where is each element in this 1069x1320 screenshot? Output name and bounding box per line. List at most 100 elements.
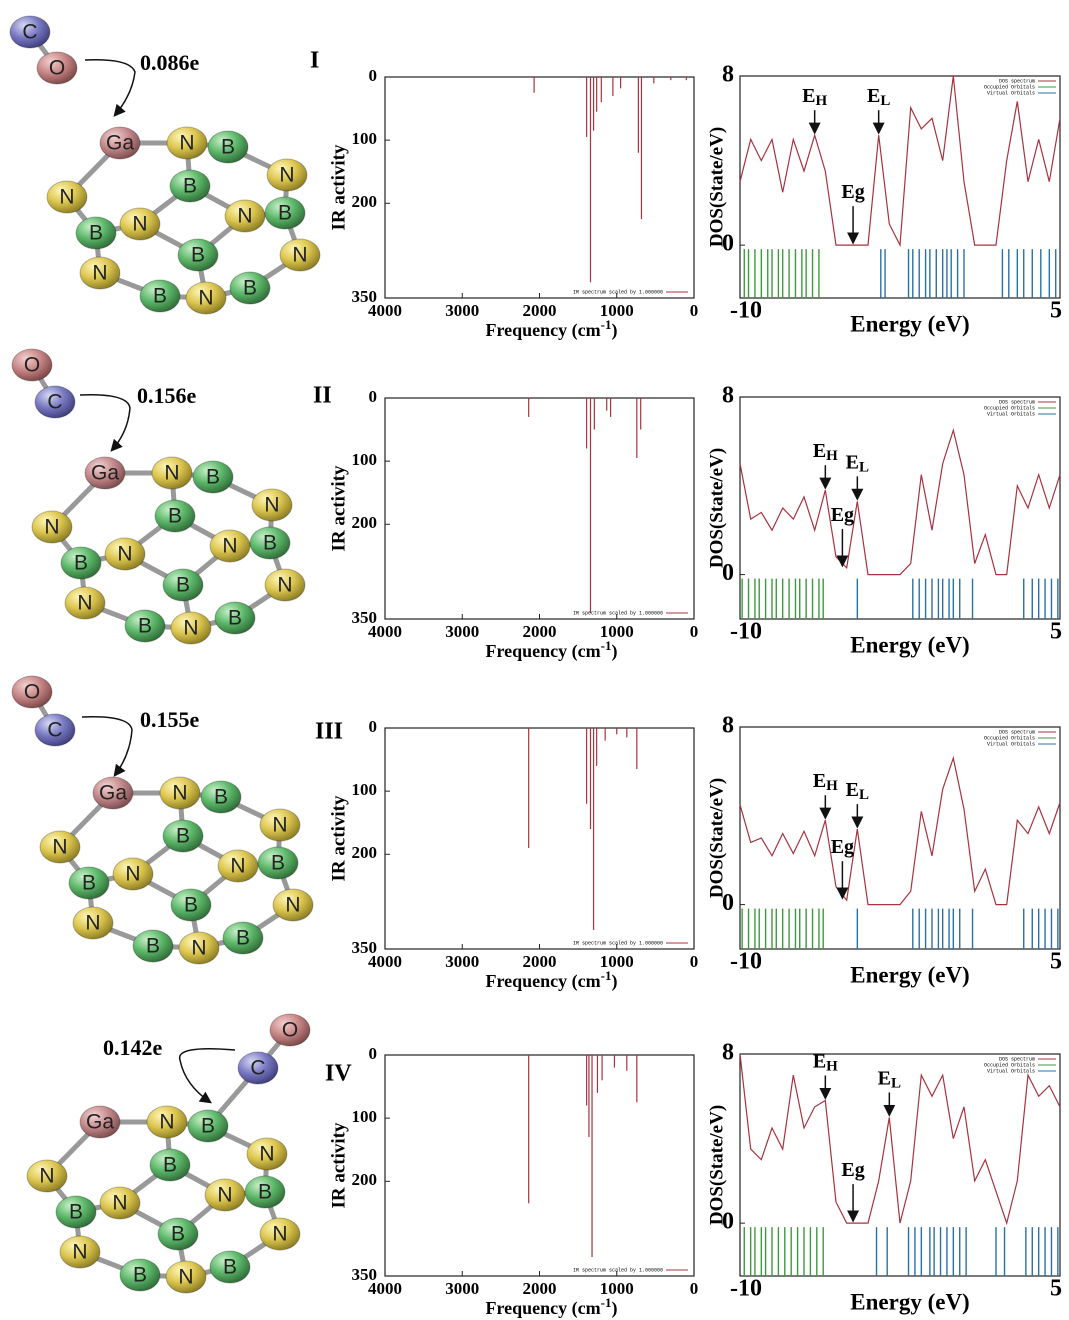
legend-label: Virtual Orbitals: [987, 741, 1035, 747]
x-tick-label: 3000: [445, 952, 479, 971]
atom-label: N: [237, 205, 252, 228]
x-tick-label: -10: [730, 619, 762, 645]
annotation-subscript: H: [816, 94, 828, 110]
atom-label: B: [146, 935, 160, 958]
atom-label: N: [52, 836, 67, 859]
atom-label: N: [59, 186, 74, 209]
x-tick-label: -10: [730, 949, 762, 975]
legend-label: IR spectrum scaled by 1.000000: [573, 1267, 663, 1273]
atom-label: Ga: [91, 462, 119, 485]
charge-arrow: [85, 60, 135, 115]
x-tick-label: 3000: [445, 1279, 479, 1298]
atom-label: N: [217, 1184, 232, 1207]
y-tick-label: 8: [722, 62, 734, 88]
atom-label: B: [223, 1256, 237, 1279]
y-tick-label: 100: [352, 780, 378, 799]
x-tick-label: 0: [690, 622, 699, 641]
y-axis-label: IR activity: [328, 465, 349, 552]
panel-label: I: [310, 48, 319, 74]
y-tick-label: 200: [352, 513, 378, 532]
atom-label: B: [176, 574, 190, 597]
atom-label: B: [163, 1154, 177, 1177]
x-tick-label: -10: [730, 298, 762, 324]
y-tick-label: 8: [722, 713, 734, 739]
y-tick-label: 200: [352, 1170, 378, 1189]
legend-label: Virtual Orbitals: [987, 411, 1035, 417]
x-tick-label: 2000: [523, 952, 557, 971]
annotation-label: EH: [813, 440, 838, 465]
annotation-label: Eg: [831, 504, 854, 526]
annotation-text: Eg: [841, 1159, 864, 1181]
atom-label: B: [236, 927, 250, 950]
atom-label: N: [259, 1143, 274, 1166]
annotation-text: E: [802, 85, 815, 107]
annotation-label: Eg: [841, 181, 864, 203]
atom-label: Ga: [99, 782, 127, 805]
annotation-subscript: L: [891, 1076, 901, 1092]
atom-label: B: [201, 1115, 215, 1138]
annotation-label: EL: [846, 451, 869, 476]
dos-curve: [740, 430, 1060, 574]
atom-label: N: [277, 574, 292, 597]
x-tick-label: 2000: [523, 301, 557, 320]
atom-label: B: [221, 136, 235, 159]
dos-curve: [740, 76, 1060, 245]
x-axis-label-superscript: -1: [601, 317, 612, 332]
annotation-text: Eg: [831, 504, 854, 526]
annotation-label: EL: [867, 85, 890, 110]
y-tick-label: 0: [369, 717, 378, 736]
atom-label: B: [258, 1181, 272, 1204]
atom-label: B: [278, 202, 292, 225]
annotation-text: E: [878, 1067, 891, 1089]
y-tick-label: 100: [352, 450, 378, 469]
plot-frame: [740, 397, 1060, 619]
annotation-subscript: L: [880, 94, 890, 110]
legend-label: IR spectrum scaled by 1.000000: [573, 940, 663, 946]
x-axis-label: Frequency (cm-1): [486, 1295, 618, 1319]
atom-label: B: [263, 532, 277, 555]
x-axis-label: Energy (eV): [850, 632, 969, 657]
atom-label: O: [24, 681, 40, 704]
atom-label: N: [292, 244, 307, 267]
x-tick-label: 4000: [368, 952, 402, 971]
x-axis-label-suffix: ): [611, 1298, 617, 1319]
atom-label: B: [191, 244, 205, 267]
annotation-subscript: H: [826, 1059, 838, 1075]
charge-label: 0.142e: [103, 1035, 163, 1060]
x-axis-label-text: Frequency (cm: [486, 1298, 601, 1319]
atom-label: N: [72, 1241, 87, 1264]
y-tick-label: 100: [352, 1107, 378, 1126]
plot-frame: [740, 727, 1060, 949]
plot-frame: [385, 77, 694, 298]
legend-label: Virtual Orbitals: [987, 90, 1035, 96]
legend-label: IR spectrum scaled by 1.000000: [573, 289, 663, 295]
atom-label: N: [159, 1111, 174, 1134]
x-tick-label: 0: [690, 1279, 699, 1298]
atom-label: O: [49, 57, 65, 80]
atom-label: N: [44, 516, 59, 539]
annotation-label: EL: [846, 779, 869, 804]
charge-arrow: [180, 1049, 235, 1102]
atom-label: N: [230, 855, 245, 878]
x-tick-label: 4000: [368, 1279, 402, 1298]
annotation-text: E: [846, 779, 859, 801]
atom-label: C: [22, 21, 37, 44]
x-tick-label: 3000: [445, 301, 479, 320]
atom-label: B: [153, 285, 167, 308]
atom-label: N: [179, 132, 194, 155]
annotation-text: E: [813, 770, 826, 792]
x-axis-label: Energy (eV): [850, 962, 969, 987]
atom-label: N: [279, 164, 294, 187]
atom-label: N: [85, 912, 100, 935]
charge-label: 0.155e: [140, 707, 200, 732]
atom-label: N: [39, 1165, 54, 1188]
x-tick-label: 5: [1050, 949, 1062, 975]
atom-label: N: [164, 462, 179, 485]
atom-label: N: [264, 494, 279, 517]
y-axis-label: DOS(State/eV): [706, 127, 727, 247]
x-tick-label: 4000: [368, 301, 402, 320]
x-tick-label: 3000: [445, 622, 479, 641]
atom-label: N: [172, 782, 187, 805]
annotation-text: E: [867, 85, 880, 107]
atom-label: N: [178, 1266, 193, 1289]
